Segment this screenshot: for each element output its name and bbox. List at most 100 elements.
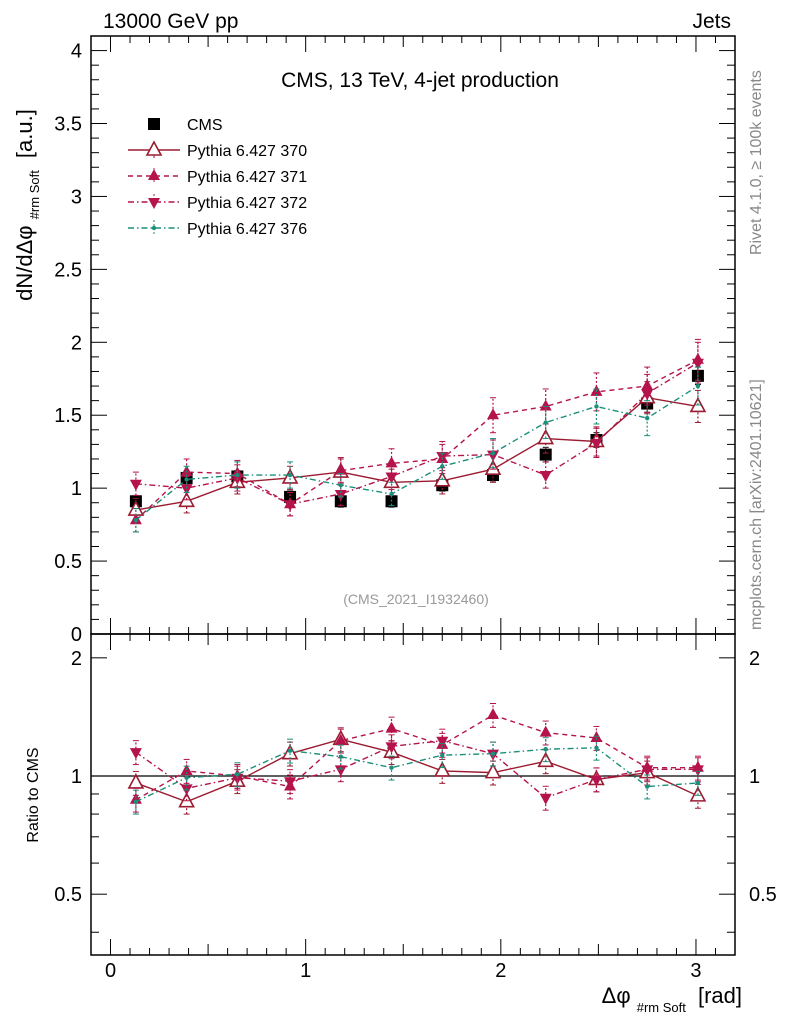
y-axis-label-main: dN/dΔφ [12, 225, 37, 300]
ratio-point-p372 [385, 742, 398, 754]
ratio-y-tick-label-right: 0.5 [749, 884, 777, 906]
data-point-p376 [543, 420, 548, 425]
series-p376 [132, 366, 701, 533]
x-axis-label-unit: [rad] [698, 983, 742, 1008]
header-energy: 13000 GeV pp [103, 10, 238, 33]
ratio-point-p371 [334, 733, 347, 745]
data-point-p376 [389, 491, 394, 497]
data-point-p376 [594, 404, 599, 409]
y-axis-label-sub: #rm Soft [27, 170, 42, 220]
data-point-p372 [129, 479, 142, 491]
data-point-p371 [539, 399, 552, 411]
ratio-plot-data [127, 702, 707, 815]
ratio-point-p376 [695, 780, 701, 786]
ratio-point-p376 [440, 752, 445, 758]
y-axis-tick-labels: 0 0.5 1 1.5 2 2.5 3 3.5 4 [54, 41, 82, 646]
ratio-line-p372 [135, 740, 698, 799]
series-p370 [127, 381, 707, 523]
legend-marker-p376 [151, 225, 157, 231]
data-point-p372 [284, 500, 297, 512]
data-point-p372 [641, 389, 654, 401]
legend-item-p371: Pythia 6.427 371 [128, 168, 307, 186]
ratio-point-p376 [389, 765, 394, 770]
legend-marker-p372 [148, 198, 160, 209]
y-axis-label-unit: [a.u.] [12, 109, 37, 158]
y-tick-label: 4 [71, 41, 82, 63]
ratio-point-p376 [338, 754, 343, 759]
data-point-p372 [590, 438, 603, 450]
data-point-p376 [440, 464, 445, 469]
ratio-series-p370 [127, 727, 707, 815]
ratio-point-p371 [539, 725, 552, 737]
legend-item-cms: CMS [148, 117, 223, 134]
data-point-cms [539, 448, 552, 461]
mcplots-label: mcplots.cern.ch [arXiv:2401.10621] [748, 379, 765, 630]
ratio-point-p370 [484, 762, 502, 779]
legend-marker-p371 [148, 169, 160, 180]
ratio-series-p372 [129, 728, 704, 811]
data-point-p372 [539, 471, 552, 483]
data-point-p376 [184, 477, 189, 482]
legend-label: Pythia 6.427 376 [187, 221, 307, 238]
ratio-point-p376 [287, 748, 293, 753]
y-tick-label: 2.5 [54, 259, 82, 281]
ratio-point-p376 [543, 747, 548, 752]
y-tick-label: 1.5 [54, 405, 82, 427]
ratio-point-p370 [433, 761, 451, 777]
ratio-y-axis-label: Ratio to CMS [25, 747, 42, 842]
ratio-point-p372 [691, 765, 704, 777]
data-point-p372 [691, 358, 704, 370]
legend-marker-cms [148, 118, 160, 130]
chart-title: CMS, 13 TeV, 4-jet production [281, 69, 559, 92]
ratio-point-p371 [487, 708, 500, 720]
ratio-point-p376 [490, 751, 496, 756]
rivet-label: Rivet 4.1.0, ≥ 100k events [748, 70, 765, 255]
y-axis-label: dN/dΔφ #rm Soft [a.u.] [12, 109, 44, 301]
ratio-y-tick-label-right: 1 [749, 766, 760, 788]
ratio-point-p376 [594, 745, 599, 750]
header-process: Jets [692, 10, 731, 33]
ratio-y-tick-label: 1 [71, 766, 82, 788]
ratio-point-p372 [284, 777, 297, 789]
legend-item-p370: Pythia 6.427 370 [128, 140, 307, 160]
y-tick-label: 0.5 [54, 551, 82, 573]
legend-item-p372: Pythia 6.427 372 [128, 194, 307, 212]
y-tick-label: 1 [71, 478, 82, 500]
legend-label: Pythia 6.427 371 [187, 169, 307, 186]
data-point-p376 [490, 450, 496, 456]
data-point-p371 [385, 456, 398, 468]
ratio-y-axis-tick-labels: 0.5 0.5 1 1 2 2 [54, 648, 777, 906]
ratio-point-p372 [539, 793, 552, 805]
x-tick-label: 0 [105, 960, 116, 982]
ratio-point-p371 [385, 721, 398, 733]
series-line-p371 [135, 359, 699, 521]
x-tick-label: 2 [495, 960, 506, 982]
series-line-p370 [135, 396, 699, 511]
data-point-p372 [180, 484, 193, 496]
ratio-plot-frame [90, 633, 736, 956]
ratio-point-p376 [133, 799, 139, 804]
series-p371 [129, 338, 704, 533]
series-cms [129, 366, 704, 508]
x-axis-label: Δφ #rm Soft [rad] [602, 983, 742, 1017]
ratio-point-p372 [436, 736, 449, 748]
series-line-p372 [135, 362, 699, 505]
ratio-point-p370 [127, 773, 145, 789]
data-point-p376 [695, 383, 701, 389]
svg-text:dN/dΔφ #rm Soft [a: dN/dΔφ #rm Soft [a.u.] [12, 109, 44, 301]
data-point-p376 [235, 472, 240, 478]
data-point-cms [284, 490, 297, 503]
ratio-point-p372 [334, 765, 347, 777]
series-line-p376 [135, 385, 699, 521]
data-point-p376 [133, 518, 139, 523]
ratio-y-tick-label-right: 2 [749, 648, 760, 670]
ratio-point-p376 [235, 772, 240, 777]
legend-item-p376: Pythia 6.427 376 [128, 220, 307, 238]
data-point-p376 [287, 472, 293, 478]
data-point-p371 [334, 463, 347, 475]
x-axis-label-sub: #rm Soft [637, 1000, 687, 1015]
ratio-point-p376 [184, 775, 189, 780]
ratio-line-p371 [135, 714, 698, 801]
ratio-point-p372 [231, 773, 244, 785]
y-tick-label: 0 [71, 624, 82, 646]
